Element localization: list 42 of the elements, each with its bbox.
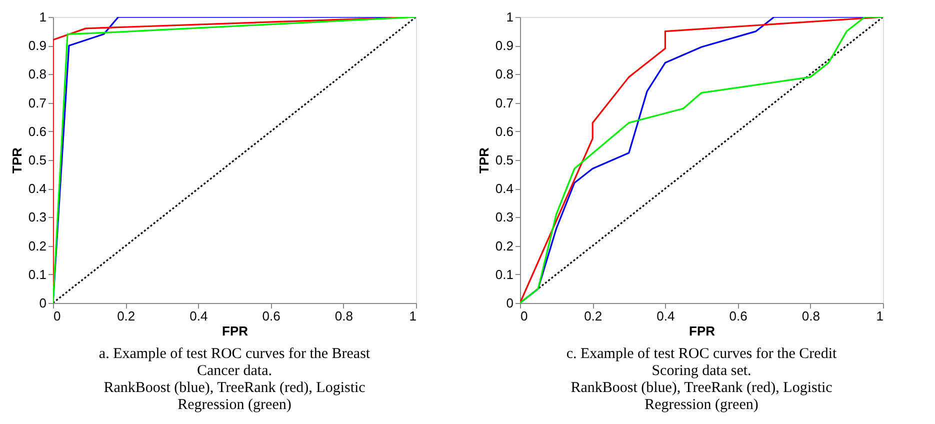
- y-tick-label: 0.5: [495, 152, 514, 168]
- y-tick-label: 0: [506, 296, 514, 310]
- x-tick-label: 0.8: [802, 308, 820, 324]
- y-tick-label: 0.6: [495, 124, 514, 139]
- y-tick-label: 0.9: [495, 38, 514, 54]
- text: c. Example of test ROC curves for the Credit Scoring data set.: [566, 346, 838, 379]
- y-tick-label: 0.5: [28, 152, 46, 168]
- x-tick-label: 1: [409, 308, 416, 324]
- y-tick-label: 0.8: [495, 66, 514, 82]
- y-tick-label: 0.6: [28, 124, 46, 139]
- x-tick-label: 0.2: [117, 308, 136, 324]
- y-axis-title: TPR: [9, 146, 24, 174]
- x-tick-label: 0.2: [584, 308, 602, 324]
- y-tick-label: 0.3: [495, 210, 514, 225]
- y-tick-label: 0.1: [495, 266, 514, 282]
- y-tick-label: 0.1: [28, 266, 46, 282]
- x-tick-label: 0.6: [729, 308, 748, 324]
- x-tick-label: 0: [520, 308, 528, 324]
- y-tick-label: 0: [39, 296, 46, 310]
- y-tick-label: 0.7: [495, 95, 514, 110]
- x-tick-label: 0: [54, 308, 61, 324]
- y-tick-label: 0.4: [495, 181, 514, 196]
- y-tick-label: 0.7: [28, 95, 46, 110]
- y-tick-label: 0.4: [28, 181, 46, 196]
- text: RankBoost (blue), TreeRank (red), Logistic Regression (green): [570, 380, 833, 413]
- x-tick-label: 0.4: [656, 308, 675, 324]
- x-axis-title: FPR: [689, 324, 716, 338]
- y-axis-title: TPR: [476, 146, 492, 174]
- y-tick-label: 1: [506, 10, 514, 24]
- x-tick-label: 0.4: [190, 308, 208, 324]
- x-tick-label: 0.8: [334, 308, 353, 324]
- x-tick-label: 0.6: [262, 308, 280, 324]
- text: a. Example of test ROC curves for the Breast Cancer data.: [98, 346, 371, 379]
- y-tick-label: 0.9: [28, 38, 46, 54]
- y-tick-label: 0.2: [28, 238, 46, 254]
- y-tick-label: 0.8: [28, 66, 46, 82]
- y-tick-label: 1: [39, 10, 46, 24]
- x-axis-title: FPR: [222, 324, 249, 338]
- y-tick-label: 0.3: [28, 210, 46, 225]
- y-tick-label: 0.2: [495, 238, 514, 254]
- text: RankBoost (blue), TreeRank (red), Logistic Regression (green): [104, 380, 366, 413]
- x-tick-label: 1: [876, 308, 884, 324]
